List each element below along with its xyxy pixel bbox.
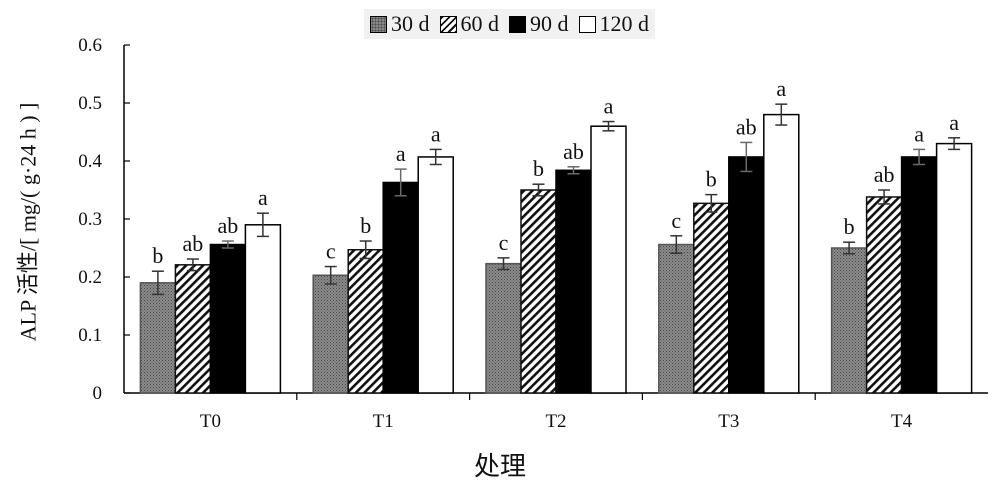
significance-label: b [706, 167, 717, 192]
significance-label: a [396, 141, 406, 166]
bar [485, 262, 522, 394]
legend-swatch-30d [370, 15, 387, 33]
bar [763, 113, 800, 394]
legend-item-30d: 30 d [370, 11, 430, 37]
legend-item-60d: 60 d [439, 11, 500, 37]
y-tick-label: 0.2 [78, 267, 102, 288]
significance-label: b [844, 214, 855, 239]
bar [935, 142, 973, 394]
legend-label-60d: 60 d [460, 11, 500, 36]
bar [865, 196, 903, 394]
bar [312, 274, 349, 394]
significance-label: ab [736, 114, 757, 139]
y-tick-label: 0 [93, 383, 103, 404]
x-tick-label: T2 [545, 411, 566, 432]
legend-item-90d: 90 d [509, 11, 569, 37]
x-tick-label: T4 [891, 411, 913, 432]
bar [139, 282, 177, 394]
bar [830, 247, 868, 394]
significance-label: ab [183, 231, 204, 256]
significance-label: b [360, 213, 371, 238]
y-tick-label: 0.3 [78, 209, 102, 230]
significance-label: c [499, 230, 509, 255]
y-axis-label-box: ALP 活性/[ mg/( g·24 h ) ] [8, 32, 44, 412]
x-tick-label: T0 [200, 411, 221, 432]
y-tick-label: 0.1 [78, 325, 102, 346]
significance-label: a [431, 121, 441, 146]
bar [382, 181, 419, 394]
significance-label: a [776, 76, 786, 101]
bar [658, 243, 695, 394]
bar [347, 248, 384, 394]
x-axis-label: 处理 [473, 452, 526, 481]
bar [174, 264, 212, 394]
legend-swatch-120d [578, 15, 596, 33]
significance-label: a [604, 94, 614, 119]
significance-label: c [671, 208, 681, 233]
x-tick-label: T3 [718, 411, 739, 432]
legend: 30 d 60 d 90 d 120 d [364, 9, 655, 39]
legend-swatch-90d [509, 15, 526, 33]
significance-label: b [152, 243, 163, 268]
y-tick-label: 0.5 [78, 93, 102, 114]
legend-label-120d: 120 d [599, 11, 650, 36]
y-tick-label: 0.6 [78, 35, 102, 56]
legend-label-30d: 30 d [391, 11, 430, 36]
significance-label: b [533, 156, 544, 181]
significance-label: ab [874, 162, 895, 187]
significance-label: a [914, 121, 924, 146]
bar [417, 156, 454, 394]
bar [209, 243, 247, 394]
legend-label-90d: 90 d [530, 11, 569, 36]
y-axis-label: ALP 活性/[ mg/( g·24 h ) ] [15, 102, 40, 342]
significance-label: a [949, 110, 959, 135]
significance-label: ab [218, 213, 239, 238]
bar [728, 156, 765, 394]
bar [693, 202, 730, 394]
legend-swatch-60d [439, 15, 457, 33]
x-tick-label: T1 [373, 411, 394, 432]
significance-label: ab [563, 139, 584, 164]
bar [244, 224, 282, 394]
legend-item-120d: 120 d [578, 11, 650, 37]
bar [520, 189, 557, 394]
significance-label: a [258, 185, 268, 210]
significance-label: c [326, 239, 336, 264]
bar [555, 169, 592, 394]
y-tick-label: 0.4 [78, 151, 102, 172]
bar [900, 156, 938, 394]
bar [590, 125, 627, 394]
